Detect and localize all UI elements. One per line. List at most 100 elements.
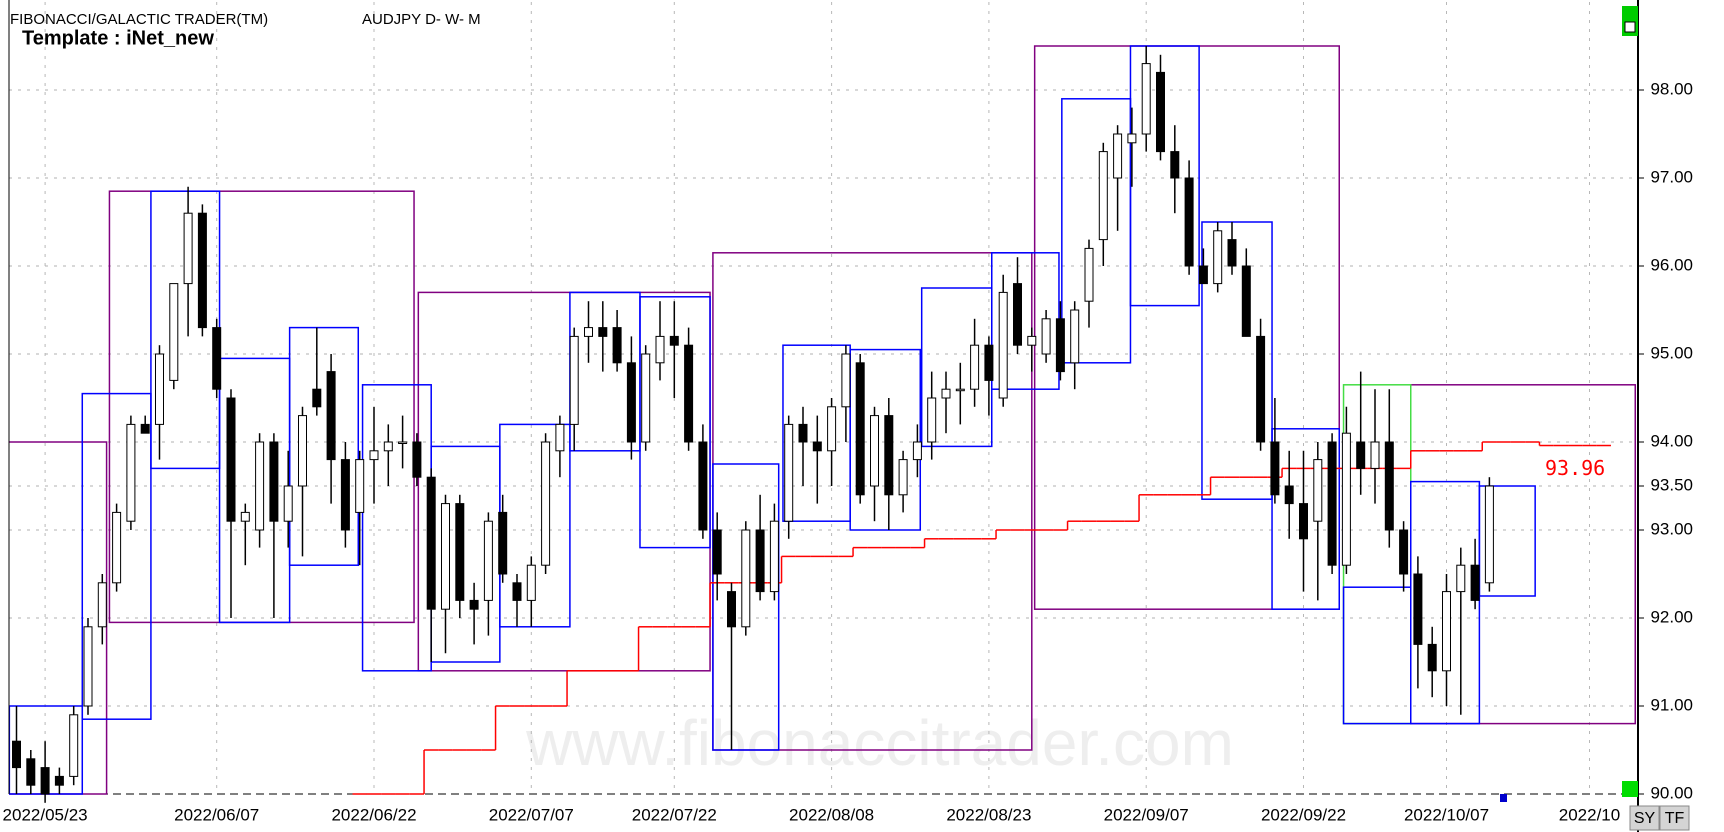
- range-box: [81, 392, 152, 720]
- candle-body: [855, 362, 865, 496]
- candle-body: [1170, 151, 1180, 179]
- candle-body: [555, 423, 565, 452]
- candle-body: [340, 459, 350, 531]
- candle-body: [140, 423, 150, 434]
- candle-body: [698, 441, 708, 531]
- range-box: [288, 326, 360, 566]
- candle-body: [712, 529, 722, 575]
- y-tick-label: 90.00: [1650, 783, 1693, 802]
- y-tick-label: 98.00: [1650, 79, 1693, 98]
- candle-body: [1055, 318, 1065, 373]
- candle-body: [426, 476, 436, 610]
- sy-button[interactable]: [1629, 805, 1660, 831]
- sy-button-label[interactable]: SY: [1634, 810, 1656, 827]
- candle-body: [626, 362, 636, 443]
- y-tick-label: 95.00: [1650, 343, 1693, 362]
- y-tick-label: 94.00: [1650, 431, 1693, 450]
- candle-body: [684, 344, 694, 443]
- candle-body: [1341, 432, 1351, 566]
- candle-body: [1470, 564, 1480, 601]
- range-box: [1410, 480, 1481, 725]
- candle-body: [1198, 265, 1208, 285]
- candle-body: [526, 564, 536, 601]
- y-tick-label: 97.00: [1650, 167, 1693, 186]
- candle-body: [155, 353, 164, 425]
- range-box: [1129, 45, 1200, 307]
- candle-body: [1356, 441, 1366, 469]
- candle-body: [927, 397, 937, 443]
- candle-body: [512, 582, 522, 601]
- candle-body: [283, 485, 293, 522]
- candle-body: [40, 767, 50, 795]
- y-tick-label: 93.00: [1650, 519, 1693, 538]
- corner-marker: [1622, 781, 1638, 797]
- candle-body: [498, 511, 508, 575]
- candle-body: [1427, 643, 1437, 672]
- x-tick-label: 2022/08/23: [946, 805, 1031, 824]
- candle-body: [483, 520, 493, 601]
- x-tick-label: 2022/10/07: [1404, 805, 1489, 824]
- corner-icon-box: [1624, 21, 1636, 33]
- y-tick-label: 91.00: [1650, 695, 1693, 714]
- range-box: [1201, 221, 1273, 500]
- x-tick-label: 2022/05/23: [3, 805, 88, 824]
- symbol: AUDJPY D- W- M: [362, 11, 481, 28]
- candle-body: [1027, 335, 1037, 346]
- candle-body: [1370, 441, 1380, 469]
- candle-body: [984, 344, 994, 381]
- candle-body: [12, 740, 21, 769]
- candle-body: [269, 441, 279, 522]
- candle-body: [598, 327, 608, 337]
- candle-body: [1456, 564, 1466, 593]
- candle-body: [26, 758, 36, 786]
- candle-body: [212, 327, 222, 390]
- y-tick-label: 93.50: [1650, 475, 1693, 494]
- time-marker: [1500, 794, 1507, 802]
- candle-body: [1270, 441, 1280, 496]
- tf-button[interactable]: [1659, 805, 1690, 831]
- candle-body: [169, 283, 179, 381]
- candle-body: [126, 423, 136, 522]
- candle-body: [641, 353, 651, 443]
- range-box: [639, 296, 711, 549]
- candle-body: [312, 388, 322, 408]
- range-box: [1271, 428, 1341, 610]
- candle-body: [1241, 265, 1251, 337]
- template: Template : iNet_new: [22, 27, 214, 49]
- candle-body: [1256, 335, 1266, 443]
- candle-body: [1098, 151, 1108, 241]
- candle-body: [755, 529, 765, 593]
- candle-body: [541, 441, 551, 566]
- candle-body: [1442, 591, 1451, 672]
- candle-body: [798, 423, 808, 443]
- candle-body: [827, 406, 837, 452]
- candle-body: [97, 582, 107, 628]
- candle-body: [469, 599, 479, 610]
- candle-body: [398, 441, 408, 444]
- candle-body: [197, 212, 207, 329]
- candle-body: [412, 441, 422, 478]
- candle-body: [769, 520, 779, 593]
- x-tick-label: 2022/06/22: [331, 805, 416, 824]
- candle-body: [383, 441, 393, 452]
- candle-body: [54, 775, 64, 786]
- tf-button-label[interactable]: TF: [1665, 810, 1685, 827]
- watermark: www.fibonaccitrader.com: [525, 707, 1234, 779]
- candle-body: [727, 591, 736, 628]
- y-tick-label: 92.00: [1650, 607, 1693, 626]
- candle-body: [355, 459, 365, 513]
- candle-body: [584, 327, 593, 337]
- candle-body: [970, 344, 980, 390]
- candle-body: [1141, 63, 1151, 135]
- candle-body: [1156, 71, 1165, 153]
- candle-body: [226, 397, 236, 522]
- x-tick-label: 2022/09/22: [1261, 805, 1346, 824]
- candle-body: [112, 511, 122, 584]
- candle-body: [455, 503, 465, 601]
- candle-body: [1413, 573, 1423, 645]
- candle-body: [741, 529, 751, 628]
- candle-body: [941, 388, 951, 399]
- candle-body: [1327, 441, 1337, 566]
- range-box: [712, 463, 780, 751]
